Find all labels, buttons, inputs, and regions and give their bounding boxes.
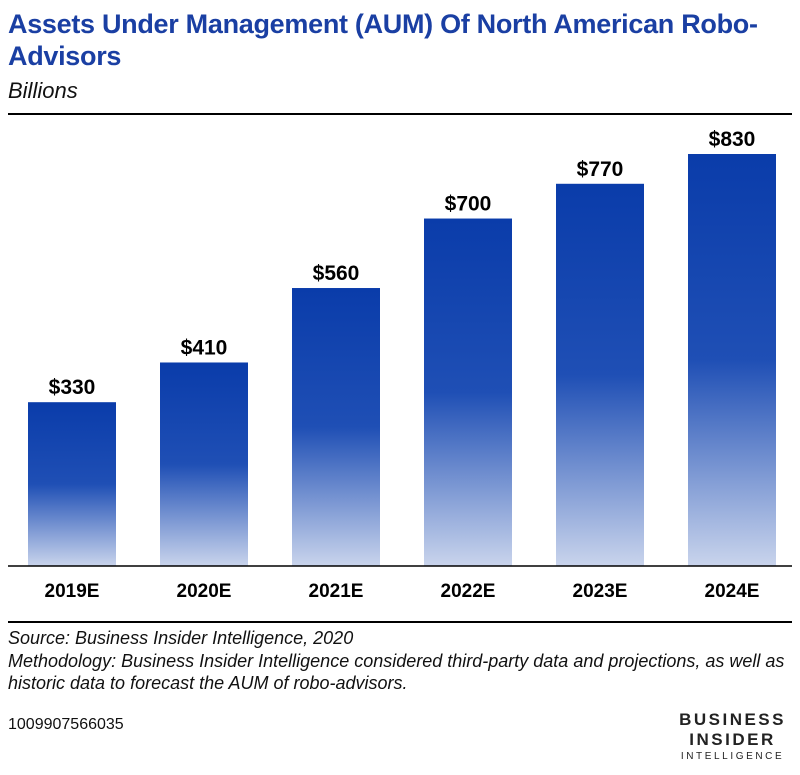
- x-tick-label-2019E: 2019E: [45, 581, 100, 602]
- x-tick-label-2023E: 2023E: [573, 581, 628, 602]
- logo-line-intelligence: INTELLIGENCE: [680, 751, 785, 762]
- data-label-2023E: $770: [577, 158, 624, 181]
- data-label-2019E: $330: [49, 376, 96, 399]
- bar-2022E: [424, 218, 512, 566]
- bar-2019E: [28, 402, 116, 566]
- top-divider: [8, 113, 792, 115]
- bottom-divider: [8, 621, 792, 623]
- chart-subtitle: Billions: [8, 78, 78, 103]
- chart-title: Assets Under Management (AUM) Of North A…: [8, 9, 758, 71]
- source-note: Source: Business Insider Intelligence, 2…: [8, 628, 354, 648]
- data-label-2021E: $560: [313, 262, 360, 285]
- bar-2024E: [688, 154, 776, 566]
- bar-2020E: [160, 362, 248, 566]
- logo-line-insider: INSIDER: [689, 730, 776, 749]
- x-tick-label-2020E: 2020E: [177, 581, 232, 602]
- x-tick-label-2022E: 2022E: [441, 581, 496, 602]
- logo-line-business: BUSINESS: [679, 710, 786, 729]
- bar-chart: $330 $410 $560 $700 $770 $830 2019E 2020E 2021E…: [8, 128, 792, 602]
- data-label-2024E: $830: [709, 128, 756, 151]
- data-label-2022E: $700: [445, 193, 492, 216]
- business-insider-intelligence-logo: BUSINESS INSIDER INTELLIGENCE: [679, 710, 786, 763]
- bar-2023E: [556, 183, 644, 566]
- chart-id-code: 1009907566035: [8, 716, 124, 733]
- methodology-note: Methodology: Business Insider Intelligen…: [8, 651, 785, 693]
- bars-group: $330 $410 $560 $700 $770 $830: [28, 128, 776, 566]
- x-tick-label-2021E: 2021E: [309, 581, 364, 602]
- x-tick-labels: 2019E 2020E 2021E 2022E 2023E 2024E: [45, 581, 760, 602]
- data-label-2020E: $410: [181, 336, 228, 359]
- bar-2021E: [292, 288, 380, 566]
- x-tick-label-2024E: 2024E: [705, 581, 760, 602]
